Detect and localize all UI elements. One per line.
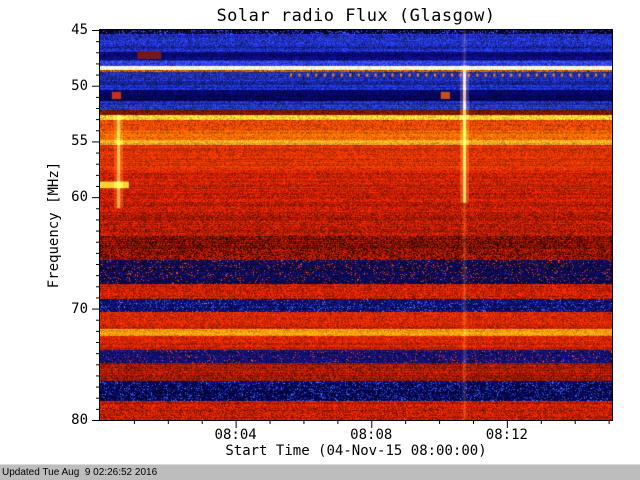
status-bar: Updated Tue Aug 9 02:26:52 2016 (0, 464, 640, 480)
y-tick-label: 45 (71, 22, 88, 38)
y-tick-label: 70 (71, 300, 88, 317)
updated-timestamp: Updated Tue Aug 9 02:26:52 2016 (2, 467, 158, 478)
y-tick-label: 55 (71, 133, 88, 150)
chart-title: Solar radio Flux (Glasgow) (216, 6, 496, 26)
y-tick-label: 50 (71, 77, 88, 94)
x-axis-label: Start Time (04-Nov-15 08:00:00) (225, 443, 487, 459)
y-tick-label: 80 (71, 412, 88, 428)
x-tick-label: 08:08 (350, 427, 393, 443)
y-axis-label: Frequency [MHz] (46, 161, 62, 289)
x-tick-label: 08:04 (214, 427, 257, 443)
spectrogram-image (100, 30, 612, 420)
x-tick-label: 08:12 (485, 427, 528, 443)
y-tick-label: 60 (71, 189, 88, 206)
